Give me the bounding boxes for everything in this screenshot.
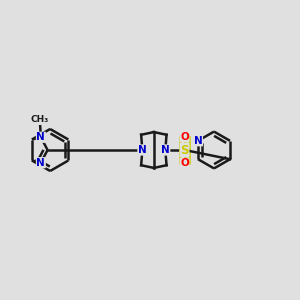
Text: N: N	[161, 145, 170, 155]
Text: O: O	[180, 132, 189, 142]
Text: N: N	[37, 158, 45, 168]
Text: N: N	[37, 132, 45, 142]
Text: N: N	[194, 136, 203, 146]
Text: S: S	[180, 143, 189, 157]
Text: CH₃: CH₃	[31, 115, 49, 124]
Text: N: N	[138, 145, 147, 155]
Text: O: O	[180, 158, 189, 168]
